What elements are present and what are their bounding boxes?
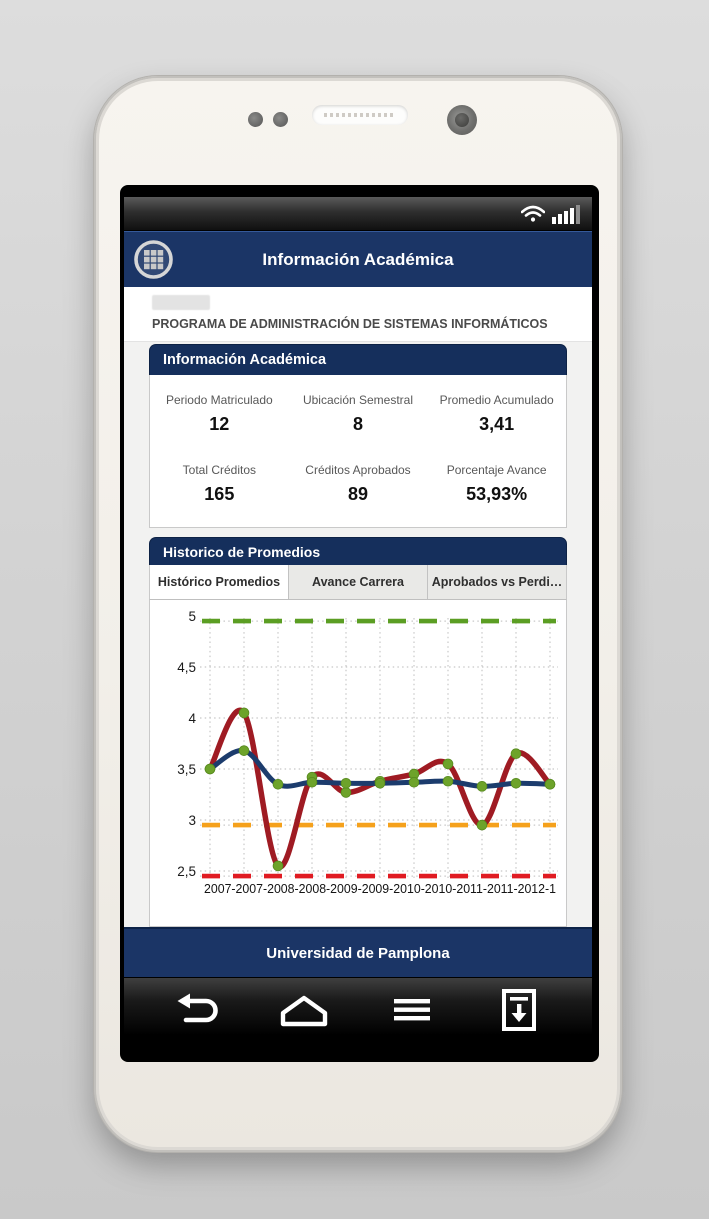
camera-lens [455, 113, 469, 127]
home-button[interactable] [269, 986, 339, 1034]
history-card: Historico de Promedios Histórico Promedi… [149, 537, 567, 927]
academic-info-card-title: Información Académica [149, 344, 567, 375]
front-camera [447, 105, 477, 135]
apps-menu-button[interactable] [132, 239, 174, 281]
svg-text:2,5: 2,5 [177, 864, 196, 879]
academic-info-card: Información Académica Periodo Matriculad… [149, 344, 567, 528]
signal-bars-icon [552, 204, 580, 224]
stats-grid: Periodo Matriculado 12 Ubicación Semestr… [149, 375, 567, 528]
earpiece-speaker [312, 105, 408, 125]
menu-icon [393, 999, 430, 1021]
stat-value: 165 [204, 484, 235, 504]
page-title: Información Académica [262, 249, 454, 269]
stat-value: 8 [352, 414, 363, 434]
stat-periodo-matriculado: Periodo Matriculado 12 [166, 393, 273, 435]
light-sensor [273, 112, 288, 127]
svg-text:3: 3 [188, 813, 196, 828]
stat-value: 3,41 [479, 414, 515, 434]
download-button[interactable] [484, 986, 554, 1034]
back-button[interactable] [162, 986, 232, 1034]
status-bar [124, 197, 592, 231]
svg-text:5: 5 [188, 609, 196, 624]
phone-screen-bezel: Información Académica PROGRAMA DE ADMINI… [120, 185, 599, 1062]
svg-text:4,5: 4,5 [177, 660, 196, 675]
svg-text:3,5: 3,5 [177, 762, 196, 777]
user-strip: PROGRAMA DE ADMINISTRACIÓN DE SISTEMAS I… [124, 287, 592, 342]
redacted-user-name [152, 295, 210, 310]
svg-text:2007-2007-2008-2008-2009-2009-: 2007-2007-2008-2008-2009-2009-2010-2010-… [204, 881, 556, 896]
program-name: PROGRAMA DE ADMINISTRACIÓN DE SISTEMAS I… [152, 317, 548, 331]
stat-porcentaje-avance: Porcentaje Avance 53,93% [447, 463, 547, 505]
stat-label: Porcentaje Avance [446, 463, 547, 477]
stat-label: Ubicación Semestral [302, 393, 414, 407]
tab-aprobados-vs-perdidos[interactable]: Aprobados vs Perdi… [431, 575, 563, 589]
speaker-grille [324, 113, 396, 117]
stat-value: 53,93% [466, 484, 528, 504]
download-icon [502, 989, 537, 1031]
tab-historico-promedios[interactable]: Histórico Promedios [150, 565, 289, 599]
android-nav-bar [124, 977, 592, 1034]
app-footer: Universidad de Pamplona [124, 927, 592, 977]
stat-value: 12 [209, 414, 230, 434]
tab-avance-carrera[interactable]: Avance Carrera [289, 565, 428, 599]
stat-value: 89 [347, 484, 368, 504]
stat-label: Total Créditos [182, 463, 257, 477]
stat-promedio-acumulado: Promedio Acumulado 3,41 [440, 393, 554, 435]
home-icon [280, 995, 328, 1027]
menu-button[interactable] [377, 986, 447, 1034]
back-icon [177, 993, 218, 1023]
stat-creditos-aprobados: Créditos Aprobados 89 [305, 463, 410, 505]
phone-device-frame: Información Académica PROGRAMA DE ADMINI… [94, 76, 622, 1152]
chart-tabs: Histórico Promedios Avance Carrera Aprob… [149, 565, 567, 600]
grid-icon [133, 240, 173, 279]
stat-ubicacion-semestral: Ubicación Semestral 8 [303, 393, 413, 435]
stat-label: Periodo Matriculado [165, 393, 273, 407]
svg-text:4: 4 [188, 711, 196, 726]
averages-line-chart: 5 4,5 4 3,5 3 2,5 2007-2007-2008-2008-2009-200… [177, 609, 558, 896]
main-content: Información Académica Periodo Matriculad… [124, 342, 592, 927]
proximity-sensor [248, 112, 263, 127]
stat-label: Promedio Acumulado [439, 393, 554, 407]
wifi-icon [521, 205, 545, 222]
stat-label: Créditos Aprobados [305, 463, 411, 477]
chart-area: 5 4,5 4 3,5 3 2,5 2007-2007-2008-2008-2009-200… [149, 600, 567, 927]
stat-total-creditos: Total Créditos 165 [183, 463, 256, 505]
history-card-title: Historico de Promedios [149, 537, 567, 565]
phone-display: Información Académica PROGRAMA DE ADMINI… [124, 197, 592, 1034]
app-header: Información Académica [124, 231, 592, 287]
